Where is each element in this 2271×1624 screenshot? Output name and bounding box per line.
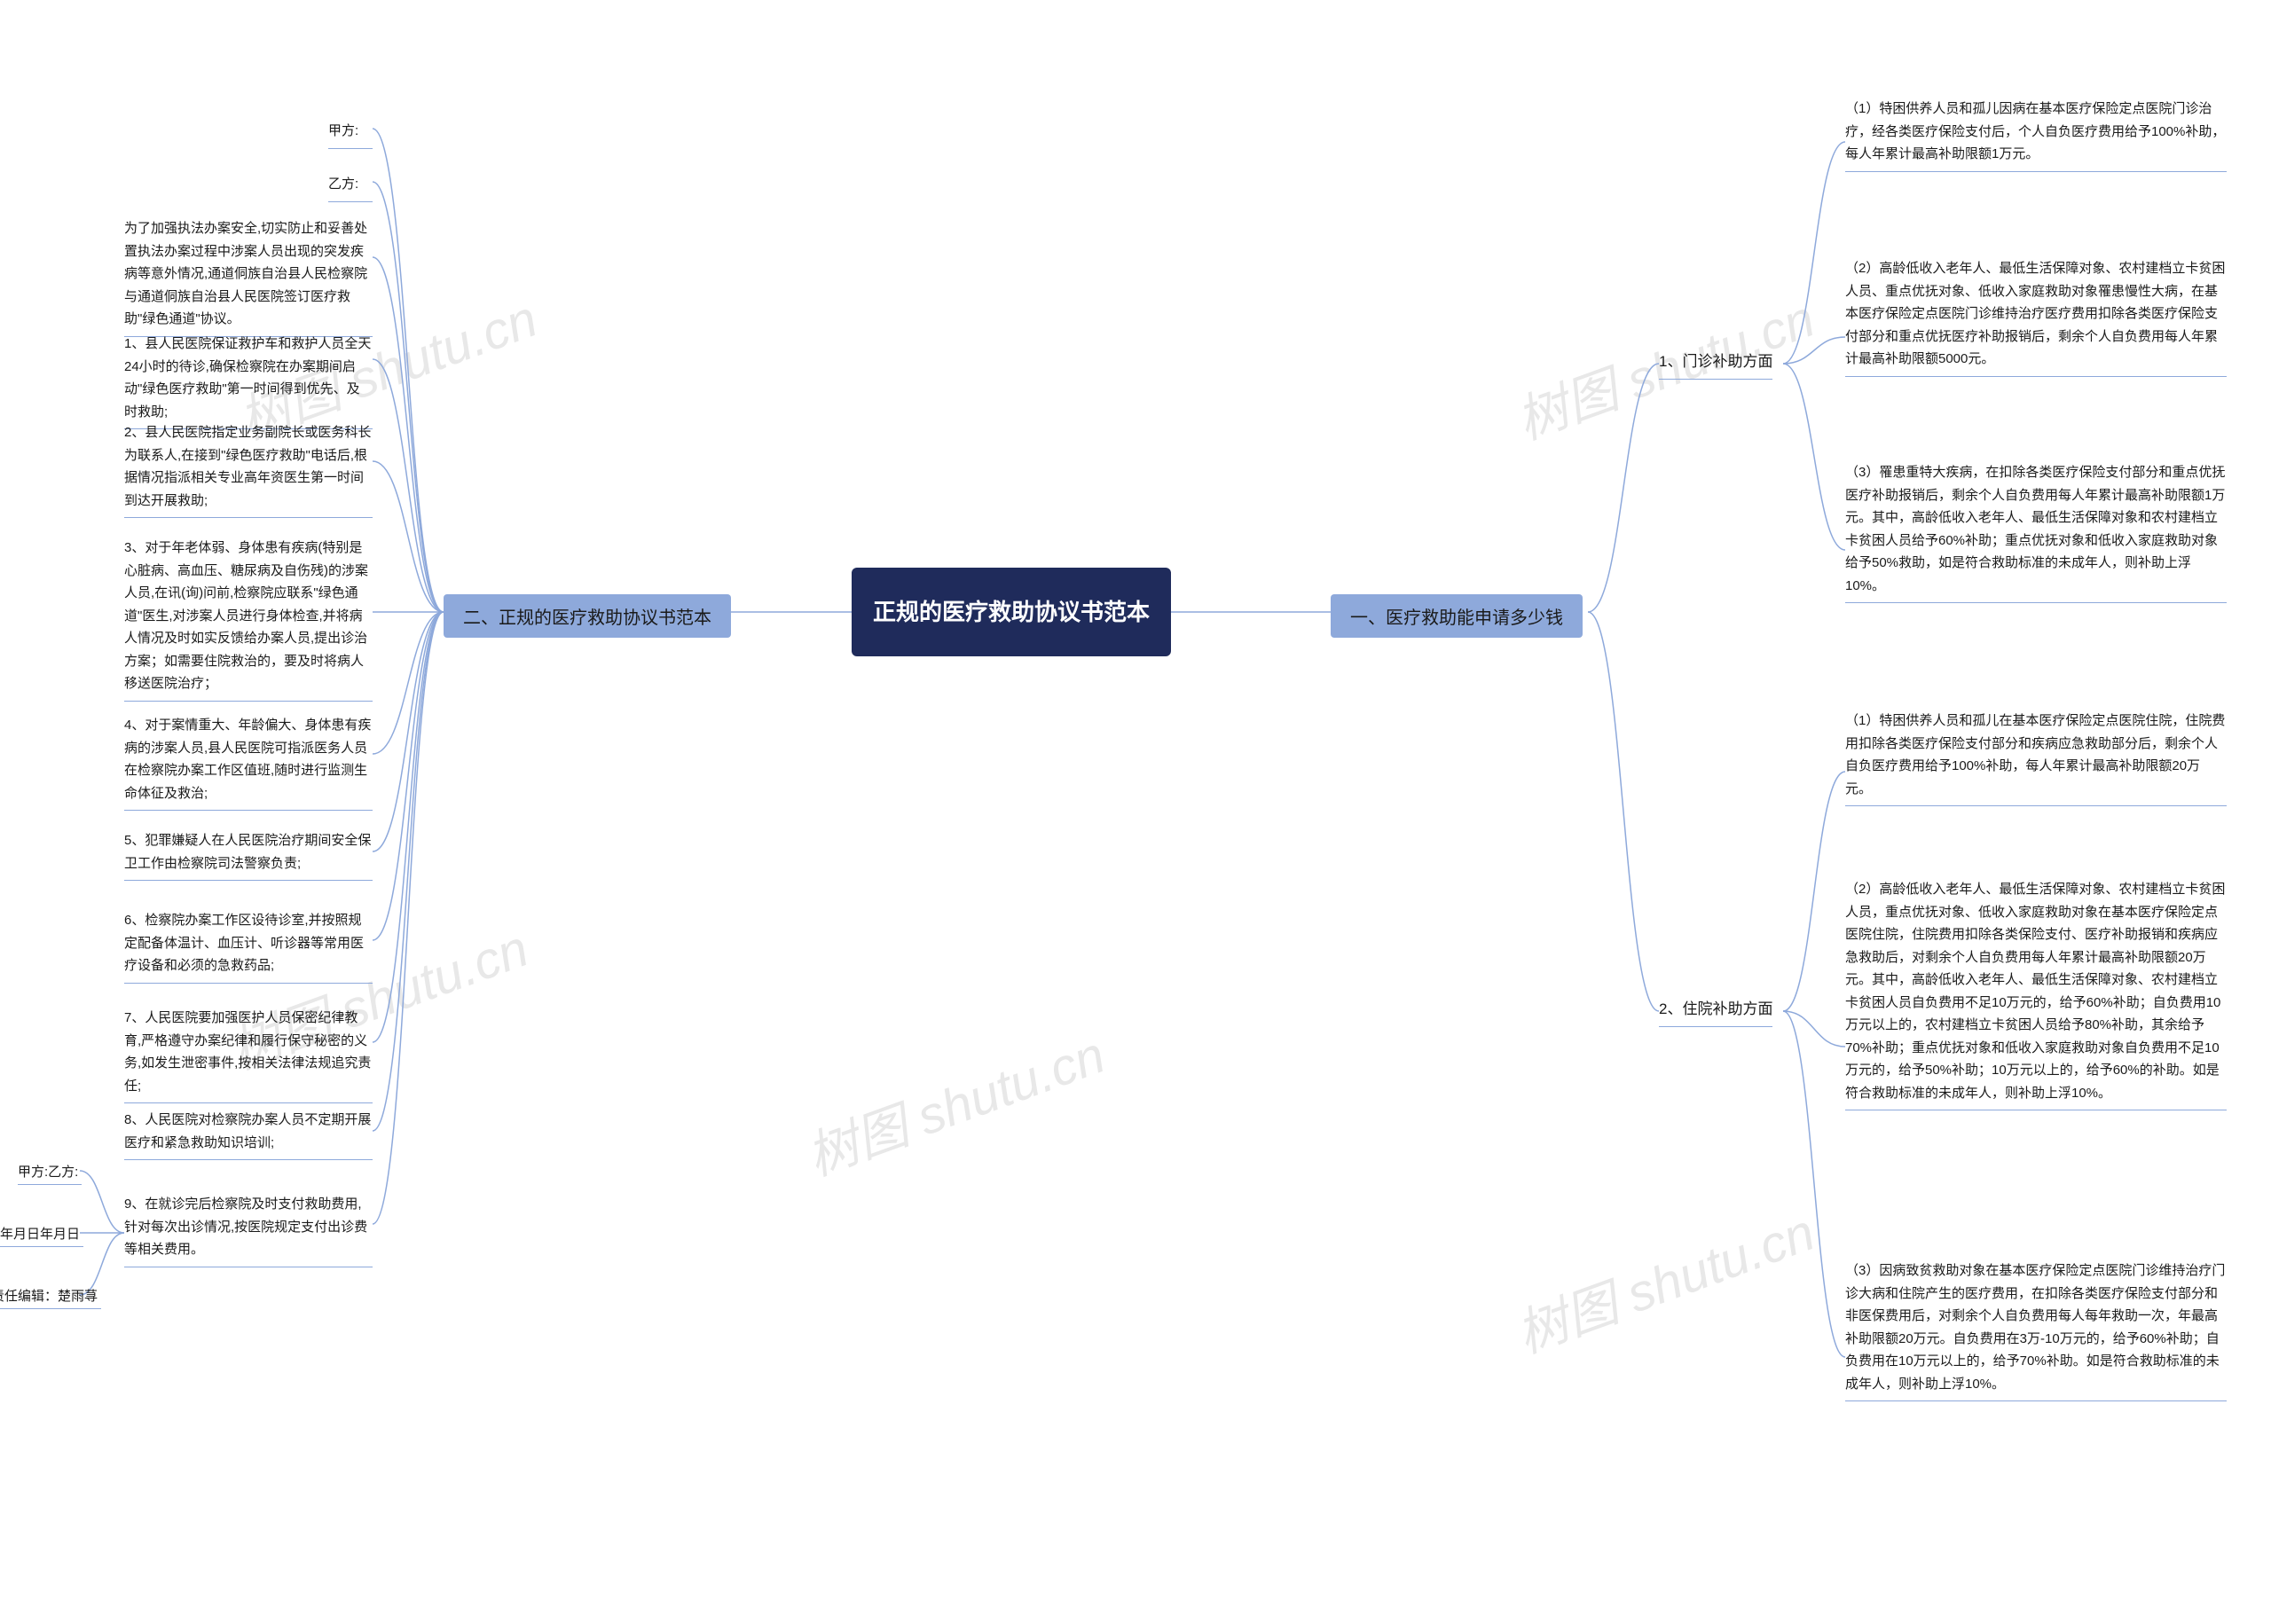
leaf-right-4: （1）特困供养人员和孤儿在基本医疗保险定点医院住院，住院费用扣除各类医疗保险支付… (1845, 710, 2227, 806)
sub-outpatient: 1、门诊补助方面 (1659, 350, 1772, 380)
central-topic: 正规的医疗救助协议书范本 (852, 568, 1171, 656)
leaf-left-3: 3、对于年老体弱、身体患有疾病(特别是心脏病、高血压、糖尿病及自伤残)的涉案人员… (124, 537, 373, 702)
leaf-left-1: 1、县人民医院保证救护车和救护人员全天24小时的待诊,确保检察院在办案期间启动"… (124, 333, 373, 429)
leaf-left-2: 2、县人民医院指定业务副院长或医务科长为联系人,在接到"绿色医疗救助"电话后,根… (124, 421, 373, 518)
leaf-right-5: （2）高龄低收入老年人、最低生活保障对象、农村建档立卡贫困人员，重点优抚对象、低… (1845, 878, 2227, 1110)
footer-signers: 甲方:乙方: (18, 1162, 82, 1185)
leaf-left-7: 7、人民医院要加强医护人员保密纪律教育,严格遵守办案纪律和履行保守秘密的义务,如… (124, 1007, 373, 1103)
footer-dates: 年月日年月日 (0, 1224, 83, 1247)
leaf-left-6: 6、检察院办案工作区设待诊室,并按照规定配备体温计、血压计、听诊器等常用医疗设备… (124, 909, 373, 984)
leaf-left-4: 4、对于案情重大、年龄偏大、身体患有疾病的涉案人员,县人民医院可指派医务人员在检… (124, 714, 373, 811)
leaf-right-1: （1）特困供养人员和孤儿因病在基本医疗保险定点医院门诊治疗，经各类医疗保险支付后… (1845, 98, 2227, 172)
leaf-right-6: （3）因病致贫救助对象在基本医疗保险定点医院门诊维持治疗门诊大病和住院产生的医疗… (1845, 1259, 2227, 1401)
watermark: 树图 shutu.cn (795, 1013, 1113, 1189)
leaf-left-5: 5、犯罪嫌疑人在人民医院治疗期间安全保卫工作由检察院司法警察负责; (124, 829, 373, 881)
leaf-right-2: （2）高龄低收入老年人、最低生活保障对象、农村建档立卡贫困人员、重点优抚对象、低… (1845, 257, 2227, 377)
leaf-jia: 甲方: (328, 120, 373, 149)
leaf-right-3: （3）罹患重特大疾病，在扣除各类医疗保险支付部分和重点优抚医疗补助报销后，剩余个… (1845, 461, 2227, 603)
footer-editor: 责任编辑：楚雨荨 (0, 1286, 101, 1309)
leaf-left-9: 9、在就诊完后检察院及时支付救助费用,针对每次出诊情况,按医院规定支付出诊费等相… (124, 1193, 373, 1267)
leaf-yi: 乙方: (328, 173, 373, 202)
watermark: 树图 shutu.cn (1505, 1190, 1823, 1367)
branch-right: 一、医疗救助能申请多少钱 (1331, 594, 1583, 638)
leaf-left-8: 8、人民医院对检察院办案人员不定期开展医疗和紧急救助知识培训; (124, 1109, 373, 1160)
branch-left: 二、正规的医疗救助协议书范本 (444, 594, 731, 638)
sub-inpatient: 2、住院补助方面 (1659, 998, 1772, 1027)
leaf-left-intro: 为了加强执法办案安全,切实防止和妥善处置执法办案过程中涉案人员出现的突发疾病等意… (124, 217, 373, 337)
